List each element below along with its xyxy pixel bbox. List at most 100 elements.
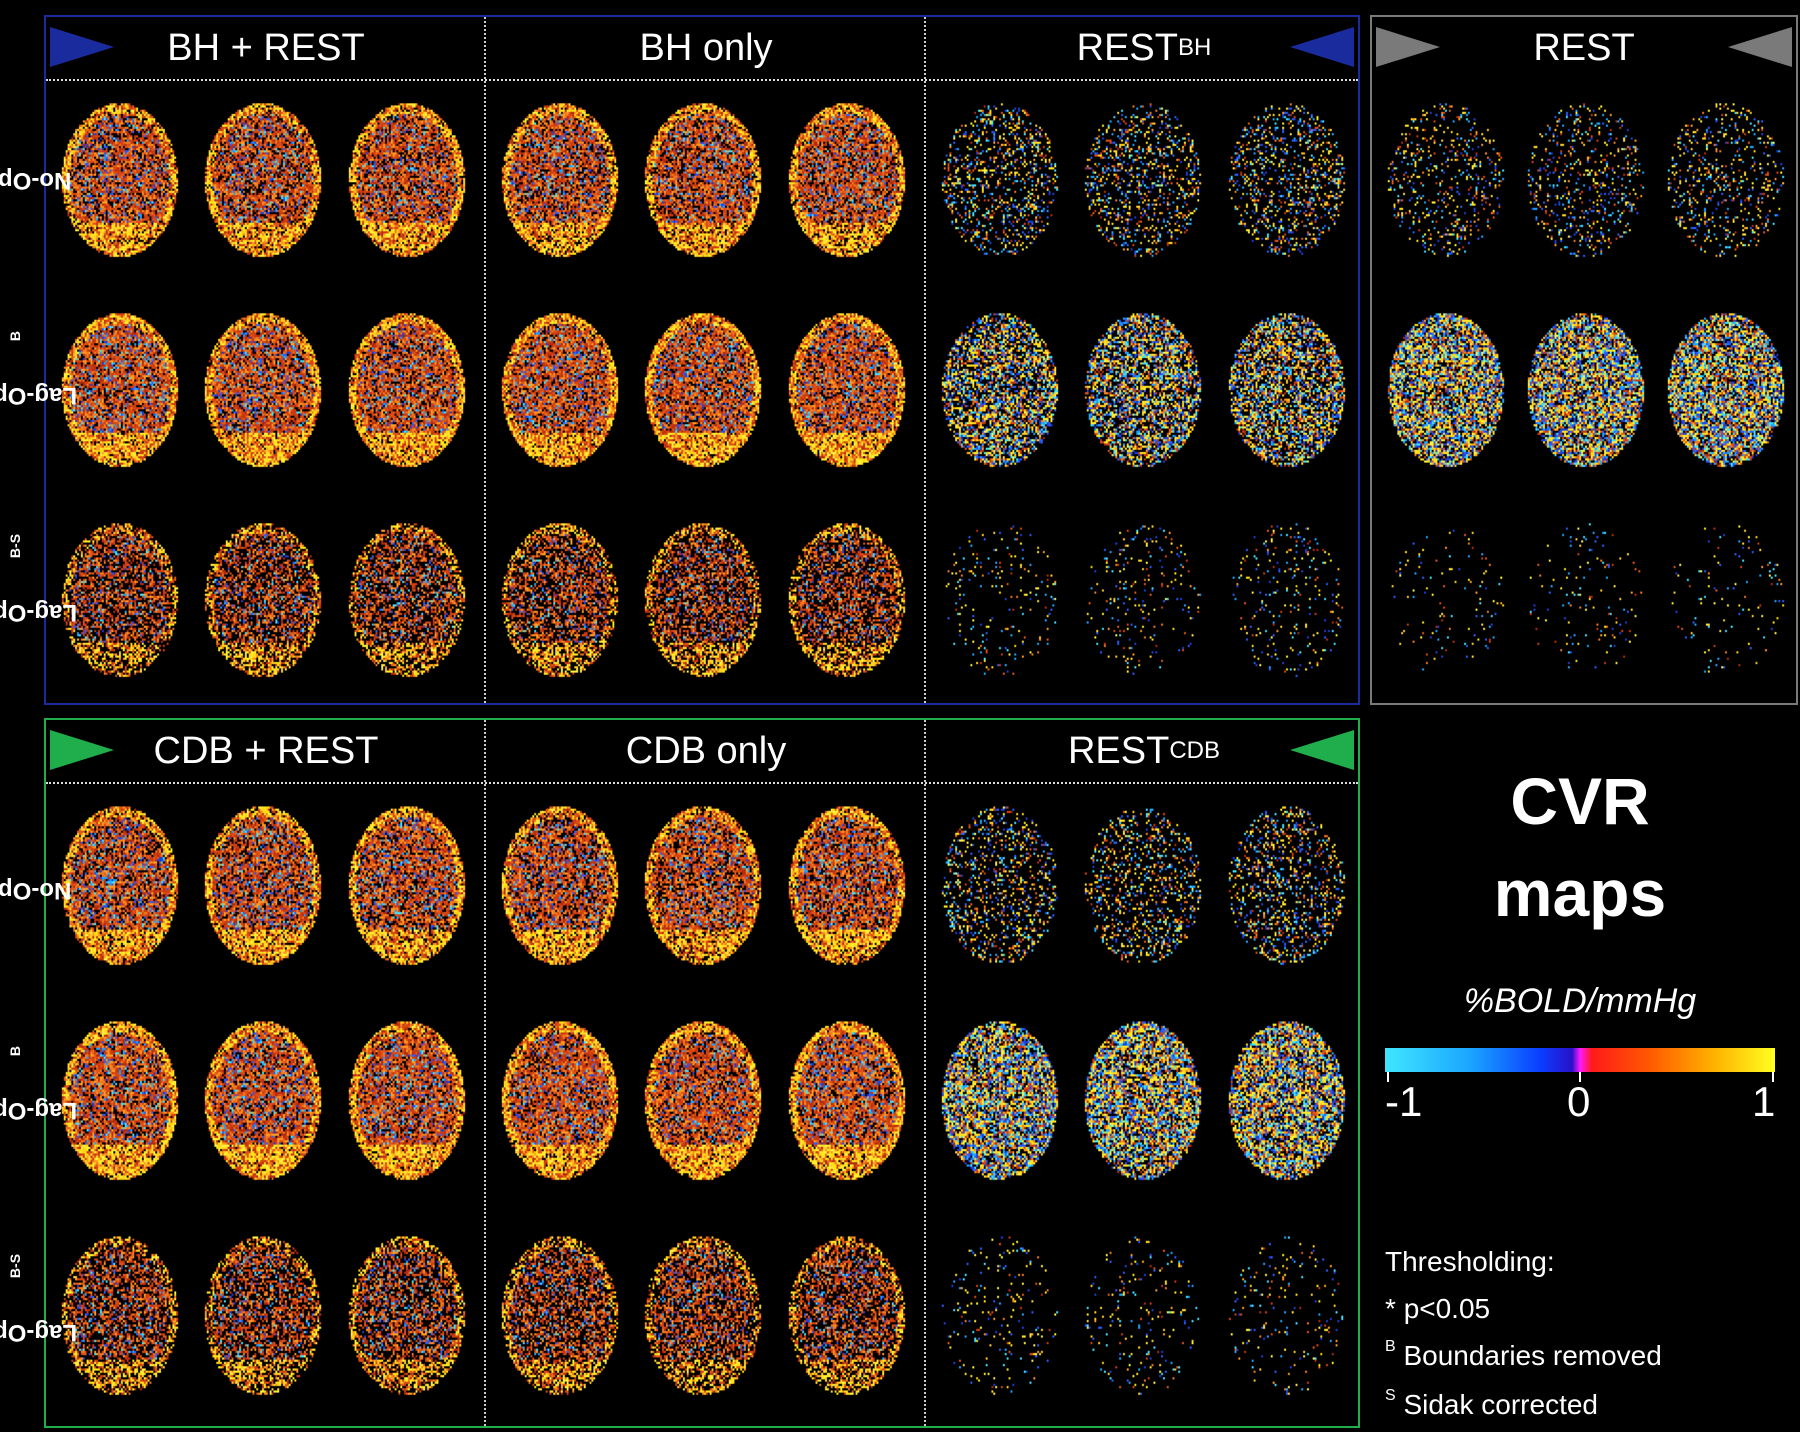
brain-slice-map <box>1664 309 1786 469</box>
brain-slice-map <box>1524 99 1646 259</box>
brain-slice-map <box>1384 519 1506 679</box>
brain-slice-map <box>1224 519 1347 679</box>
brain-slice-map <box>498 309 620 469</box>
brain-slice-map <box>1384 99 1506 259</box>
row-label: No-Opt * <box>0 167 72 194</box>
brain-slice-map <box>1524 519 1646 679</box>
brain-slice-map <box>784 309 907 469</box>
brain-slice-map <box>498 802 620 967</box>
brain-slice-map <box>1224 1017 1347 1182</box>
brain-slice-map <box>498 99 620 259</box>
column-divider <box>484 720 486 1426</box>
brain-slice-map <box>1224 99 1347 259</box>
column-header: REST BH <box>1076 26 1212 69</box>
header-divider <box>46 782 1358 784</box>
thresholding-item: * p<0.05 <box>1385 1293 1491 1324</box>
bh-panel: BH + REST BH only REST BH <box>44 15 1360 705</box>
brain-slice-map <box>201 519 324 679</box>
colorbar-label-mid: 0 <box>1567 1078 1591 1125</box>
brain-slice-map <box>58 309 180 469</box>
brain-slice-map <box>784 1232 907 1397</box>
brain-slice-map <box>641 802 764 967</box>
brain-slice-map <box>58 1232 180 1397</box>
brain-slice-map <box>344 309 467 469</box>
panel-marker-right <box>1290 730 1354 770</box>
brain-slice-map <box>201 802 324 967</box>
column-header: CDB + REST <box>153 729 379 772</box>
colorbar-label-max: 1 <box>1752 1078 1776 1125</box>
brain-slice-map <box>498 519 620 679</box>
brain-slice-map <box>344 1017 467 1182</box>
brain-slice-map <box>344 99 467 259</box>
header-divider <box>46 79 1358 81</box>
brain-slice-map <box>1081 1017 1204 1182</box>
row-label: Lag-Opt *B-S <box>0 533 77 627</box>
brain-slice-map <box>641 519 764 679</box>
row-label: No-Opt * <box>0 877 72 904</box>
brain-slice-map <box>1224 309 1347 469</box>
brain-slice-map <box>938 802 1060 967</box>
brain-slice-map <box>1081 519 1204 679</box>
panel-marker-right <box>1728 27 1792 67</box>
column-divider <box>924 720 926 1426</box>
brain-slice-map <box>1081 802 1204 967</box>
brain-slice-map <box>938 99 1060 259</box>
brain-slice-map <box>58 802 180 967</box>
brain-slice-map <box>344 1232 467 1397</box>
brain-slice-map <box>938 1232 1060 1397</box>
panel-marker-left <box>50 730 114 770</box>
brain-slice-map <box>784 802 907 967</box>
brain-slice-map <box>1081 99 1204 259</box>
colorbar-tick <box>1387 1072 1389 1082</box>
column-divider <box>924 17 926 703</box>
panel-marker-left <box>1376 27 1440 67</box>
cdb-panel: CDB + REST CDB only REST CDB <box>44 718 1360 1428</box>
panel-marker-left <box>50 27 114 67</box>
row-label: Lag-Opt *B-S <box>0 1253 77 1347</box>
brain-slice-map <box>58 99 180 259</box>
brain-slice-map <box>641 1232 764 1397</box>
brain-slice-map <box>1384 309 1506 469</box>
brain-slice-map <box>784 1017 907 1182</box>
brain-slice-map <box>938 1017 1060 1182</box>
brain-slice-map <box>201 1017 324 1182</box>
column-header: REST CDB <box>1067 729 1221 772</box>
rest-panel: REST <box>1370 15 1798 705</box>
panel-marker-right <box>1290 27 1354 67</box>
brain-slice-map <box>641 1017 764 1182</box>
thresholding-item: S Sidak corrected <box>1385 1387 1598 1420</box>
thresholding-item: B Boundaries removed <box>1385 1338 1662 1371</box>
colorbar-label-min: -1 <box>1385 1078 1423 1125</box>
row-label: Lag-Opt *B <box>0 1045 77 1125</box>
brain-slice-map <box>201 1232 324 1397</box>
brain-slice-map <box>344 802 467 967</box>
brain-slice-map <box>1224 802 1347 967</box>
colorbar-units: %BOLD/mmHg <box>1463 982 1697 1020</box>
brain-slice-map <box>784 99 907 259</box>
colorbar-tick <box>1579 1072 1581 1082</box>
colorbar-tick <box>1772 1072 1774 1082</box>
brain-slice-map <box>201 99 324 259</box>
brain-slice-map <box>1664 99 1786 259</box>
brain-slice-map <box>58 519 180 679</box>
row-label: Lag-Opt *B <box>0 330 77 410</box>
column-header: BH + REST <box>167 26 365 69</box>
legend-title: CVR maps <box>1493 764 1667 930</box>
brain-slice-map <box>1664 519 1786 679</box>
brain-slice-map <box>1081 1232 1204 1397</box>
brain-slice-map <box>498 1232 620 1397</box>
brain-slice-map <box>58 1017 180 1182</box>
brain-slice-map <box>938 309 1060 469</box>
brain-slice-map <box>784 519 907 679</box>
brain-slice-map <box>938 519 1060 679</box>
brain-slice-map <box>201 309 324 469</box>
brain-slice-map <box>641 99 764 259</box>
brain-slice-map <box>344 519 467 679</box>
column-divider <box>484 17 486 703</box>
brain-slice-map <box>1524 309 1646 469</box>
thresholding-title: Thresholding: <box>1385 1246 1555 1277</box>
colorbar <box>1385 1048 1775 1072</box>
column-header: BH only <box>639 26 773 69</box>
brain-slice-map <box>1081 309 1204 469</box>
brain-slice-map <box>1224 1232 1347 1397</box>
